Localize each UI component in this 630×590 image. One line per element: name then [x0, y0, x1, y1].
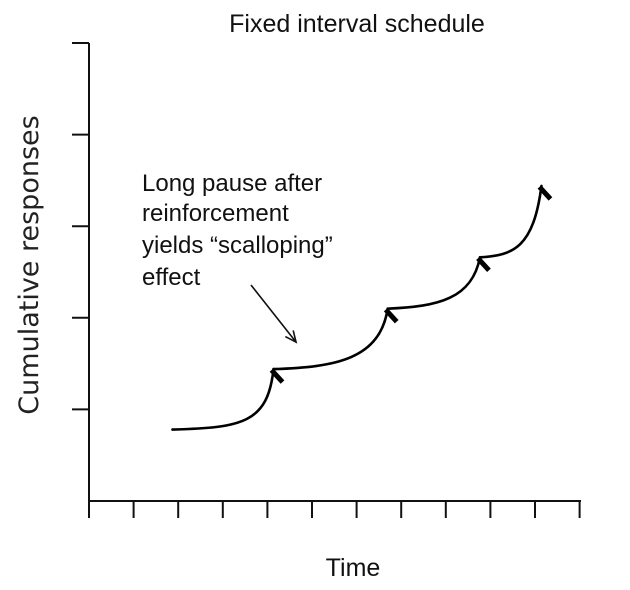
axes	[88, 43, 581, 502]
reinforcement-mark	[476, 256, 491, 273]
cumulative-curve-segment	[478, 184, 543, 259]
arrow-line	[250, 284, 297, 343]
ticks	[72, 42, 581, 518]
cumulative-curve-segment	[386, 256, 482, 310]
cumulative-curve-segment	[272, 307, 390, 371]
reinforcement-mark	[537, 185, 553, 201]
x-axis-label: Time	[326, 554, 381, 582]
annotation: Long pause after reinforcement yields “s…	[142, 170, 333, 291]
plot-area	[171, 184, 553, 431]
annotation-arrow	[250, 284, 298, 344]
reinforcement-mark	[269, 368, 285, 384]
annotation-line-3: yields “scalloping”	[142, 232, 333, 259]
annotation-line-4: effect	[142, 264, 201, 291]
annotation-line-1: Long pause after	[142, 170, 322, 197]
reinforcement-mark	[383, 307, 399, 324]
y-axis-label: Cumulative responses	[14, 115, 45, 414]
arrowhead	[284, 330, 298, 344]
cumulative-curve-segment	[171, 367, 275, 431]
chart-title: Fixed interval schedule	[229, 10, 485, 38]
annotation-line-2: reinforcement	[142, 200, 289, 227]
